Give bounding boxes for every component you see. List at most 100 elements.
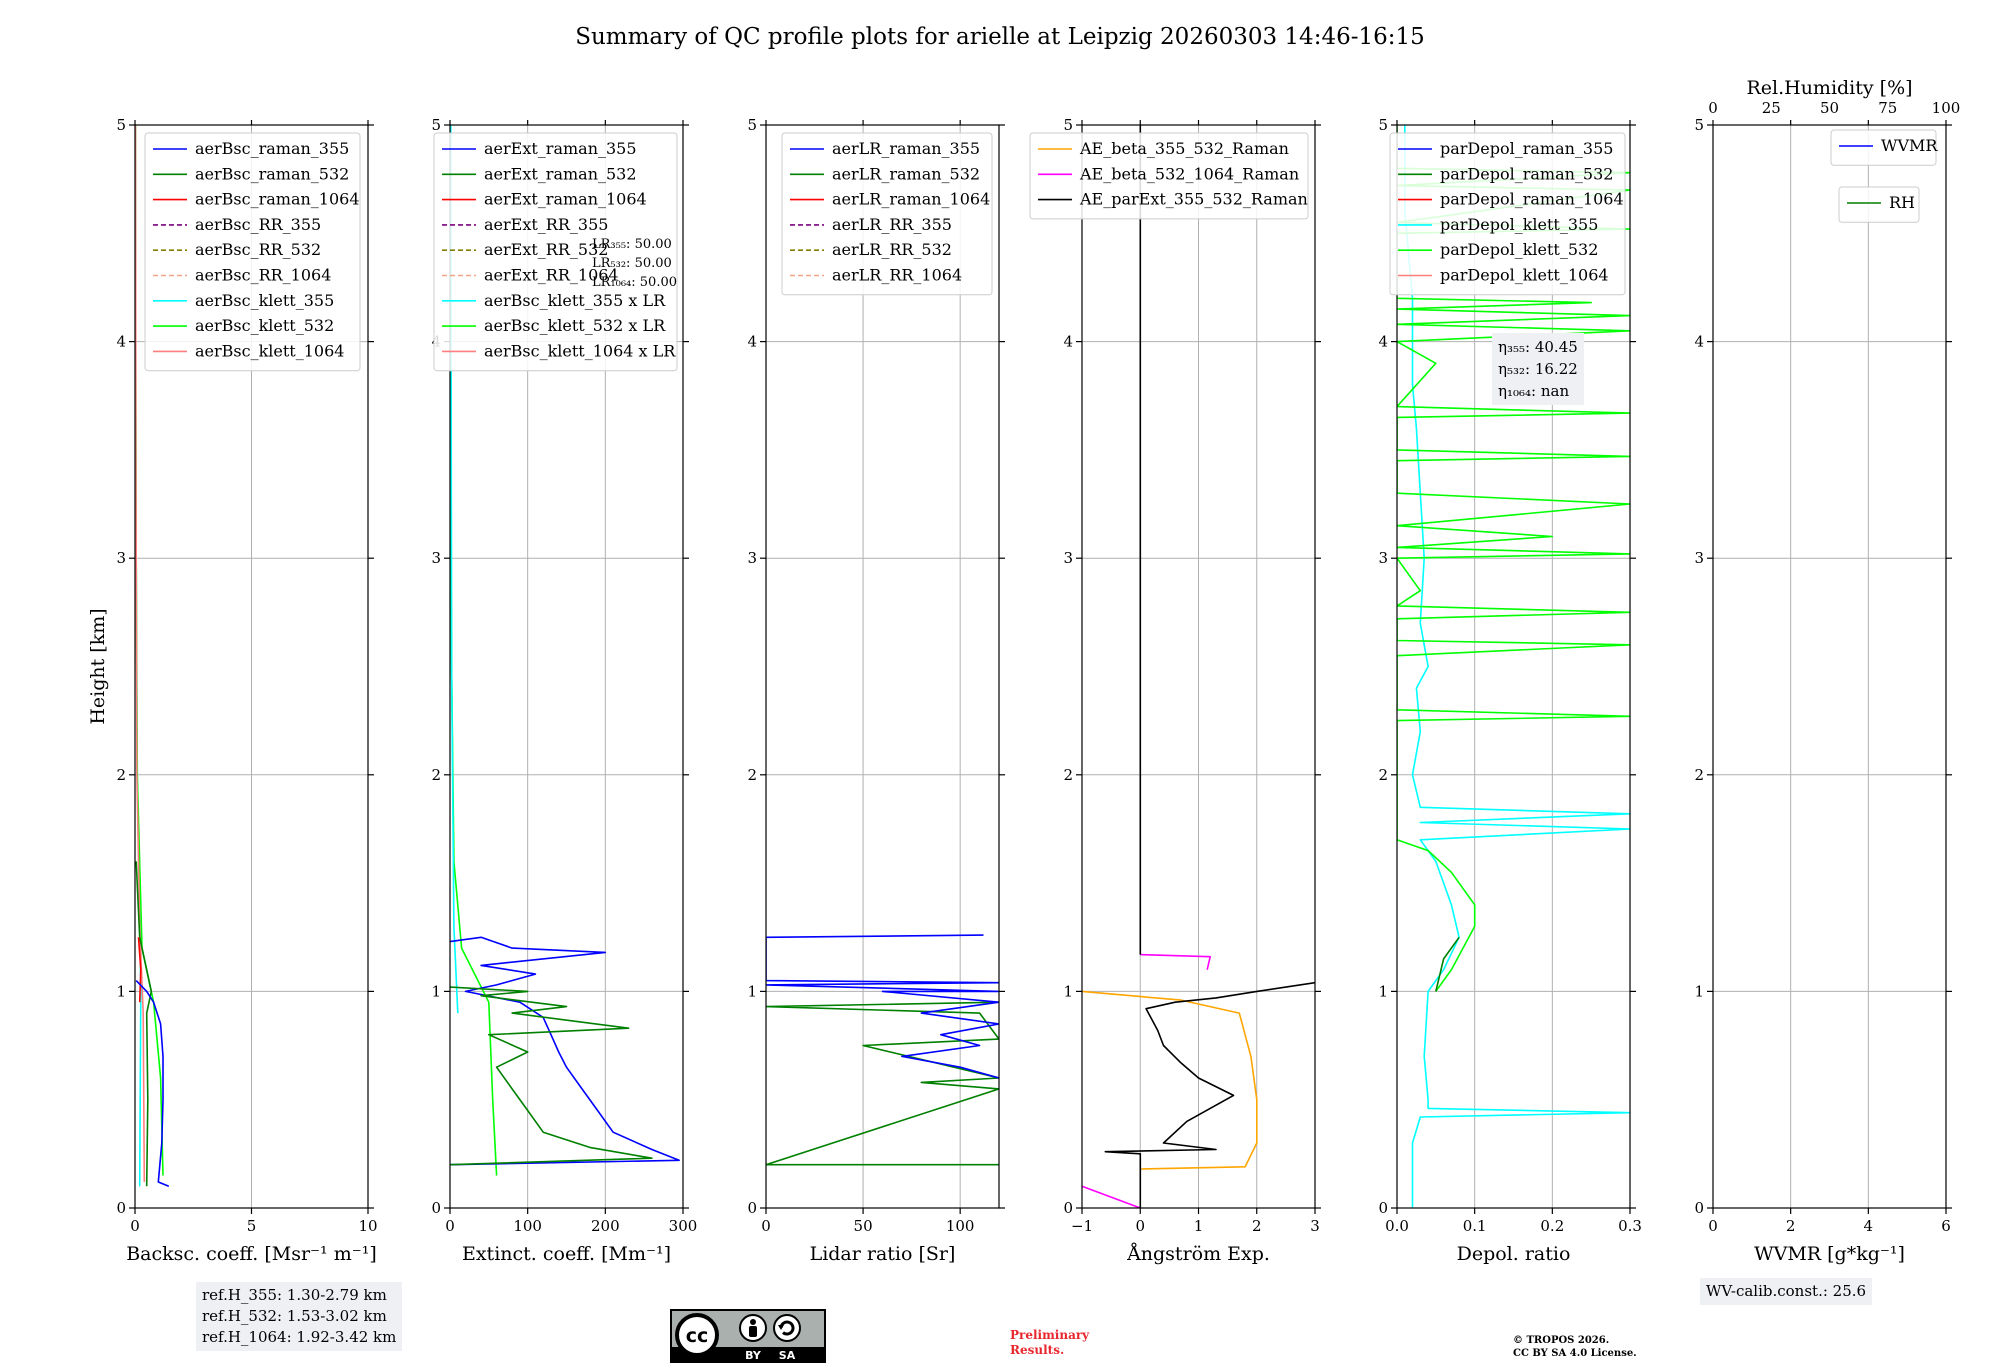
series-AE_beta_532_1064_Raman_upper xyxy=(1140,953,1211,970)
axes-frame xyxy=(765,124,1000,1209)
eta-1064: η₁₀₆₄: nan xyxy=(1498,382,1570,400)
xtick-label-1: 0.1 xyxy=(1463,1217,1487,1235)
x-axis-label: Extinct. coeff. [Mm⁻¹] xyxy=(462,1243,671,1265)
legend-label-8: aerBsc_klett_1064 xyxy=(195,341,344,360)
cc-sa-label: SA xyxy=(779,1349,796,1362)
panel-lr: 0 50 100 0 1 2 3 4 5 Lidar ratio [Sr] aerLR_raman_… xyxy=(747,116,1005,1265)
ytick-label-1: 1 xyxy=(431,982,441,1000)
ytick-label-4: 4 xyxy=(1694,333,1704,351)
legend-frame xyxy=(144,132,361,372)
ytick-label-2: 2 xyxy=(1694,766,1704,784)
series-parDepol_raman_532 xyxy=(1435,936,1460,992)
ref-height-box: ref.H_355: 1.30-2.79 km ref.H_532: 1.53-… xyxy=(196,1282,403,1351)
legend-label-0: AE_beta_355_532_Raman xyxy=(1079,139,1289,158)
axes-frame xyxy=(1396,124,1631,1209)
legend-frame xyxy=(1389,132,1626,296)
ytick-label-0: 0 xyxy=(747,1199,757,1217)
legend-label-2: aerLR_raman_1064 xyxy=(832,190,990,209)
xtick-label-1: 5 xyxy=(247,1217,257,1235)
ytick-label-1: 1 xyxy=(747,982,757,1000)
xtick-label-0: 0 xyxy=(445,1217,455,1235)
series-group-ext xyxy=(450,125,680,1176)
xtick-label-2: 0.2 xyxy=(1540,1217,1564,1235)
ytick-label-2: 2 xyxy=(431,766,441,784)
legend-label-3: aerExt_RR_355 xyxy=(484,215,608,234)
ytick-label-2: 2 xyxy=(1063,766,1073,784)
legend-label-6: aerBsc_klett_355 xyxy=(195,291,334,310)
legend-label-2: AE_parExt_355_532_Raman xyxy=(1079,190,1308,209)
legend-frame xyxy=(781,132,993,296)
legend-label-0: parDepol_raman_355 xyxy=(1440,139,1613,158)
series-parDepol_klett_532 xyxy=(1397,125,1630,992)
ytick-label-3: 3 xyxy=(1063,549,1073,567)
copyright-note: © TROPOS 2026. CC BY SA 4.0 License. xyxy=(1513,1335,1637,1359)
legend-label-6: aerBsc_klett_355 x LR xyxy=(484,291,666,310)
ytick-label-5: 5 xyxy=(431,116,441,134)
sa-share-icon xyxy=(773,1314,801,1342)
series-aerExt_raman_532 xyxy=(450,986,653,1166)
ref-height-1064: ref.H_1064: 1.92-3.42 km xyxy=(202,1328,397,1346)
legend-label-0: aerExt_raman_355 xyxy=(484,139,637,158)
legend-label-3: aerBsc_RR_355 xyxy=(195,215,321,234)
panel-wv: 0 2 4 6 0 1 2 3 4 5 WVMR [g*kg⁻¹] 0 25 50 75 100 Rel.Hum… xyxy=(1694,77,1960,1265)
ytick-label-4: 4 xyxy=(1063,333,1073,351)
xtick-label-2: 200 xyxy=(591,1217,620,1235)
xtick-label-1: 0 xyxy=(1135,1217,1145,1235)
xtick-label-2: 100 xyxy=(946,1217,975,1235)
xtick-label-3: 6 xyxy=(1941,1217,1951,1235)
x-axis-label: Backsc. coeff. [Msr⁻¹ m⁻¹] xyxy=(126,1243,377,1265)
ytick-label-2: 2 xyxy=(1378,766,1388,784)
axes-frame xyxy=(1712,124,1947,1209)
legend-label-5: parDepol_klett_1064 xyxy=(1440,266,1609,285)
wv-calib-const: WV-calib.const.: 25.6 xyxy=(1706,1282,1867,1300)
x-axis-label: Depol. ratio xyxy=(1457,1243,1571,1265)
series-aerBsc_raman_1064 xyxy=(137,937,142,1003)
xtick-label-0: 0 xyxy=(761,1217,771,1235)
ytick-label-0: 0 xyxy=(1063,1199,1073,1217)
series-parDepol_klett_355 xyxy=(1404,125,1630,1208)
ytick-label-5: 5 xyxy=(1063,116,1073,134)
ytick-label-4: 4 xyxy=(747,333,757,351)
x2tick-label-3: 75 xyxy=(1878,99,1897,117)
ytick-label-5: 5 xyxy=(116,116,126,134)
legend-label-4: aerExt_RR_532 xyxy=(484,240,608,259)
xtick-label-0: 0.0 xyxy=(1385,1217,1409,1235)
legend-label-1: aerBsc_raman_532 xyxy=(195,164,349,183)
legend2-wv: RH xyxy=(1838,186,1920,223)
x2tick-label-1: 25 xyxy=(1762,99,1781,117)
legend-depol: parDepol_raman_355 parDepol_raman_532 parD… xyxy=(1389,132,1626,296)
legend-label-2: parDepol_raman_1064 xyxy=(1440,190,1624,209)
legend-label-7: aerBsc_klett_532 x LR xyxy=(484,316,666,335)
eta-355: η₃₅₅: 40.45 xyxy=(1498,338,1578,356)
legend-label-1: parDepol_raman_532 xyxy=(1440,164,1613,183)
xtick-label-2: 10 xyxy=(358,1217,377,1235)
ytick-label-0: 0 xyxy=(116,1199,126,1217)
x2tick-label-2: 50 xyxy=(1820,99,1839,117)
series-group-depol xyxy=(1397,125,1630,1208)
ytick-label-3: 3 xyxy=(431,549,441,567)
ref-height-532: ref.H_532: 1.53-3.02 km xyxy=(202,1307,387,1325)
legend-ext: aerExt_raman_355 aerExt_raman_532 aerExt_r… xyxy=(433,132,678,372)
ytick-label-4: 4 xyxy=(1378,333,1388,351)
ytick-label-1: 1 xyxy=(1694,982,1704,1000)
ytick-label-5: 5 xyxy=(1378,116,1388,134)
preliminary-results-note: Preliminary Results. xyxy=(1010,1328,1090,1357)
series-aerExt_raman_355 xyxy=(450,936,680,1166)
series-AE_beta_532_1064_Raman xyxy=(1082,1185,1141,1208)
legend-frame xyxy=(433,132,678,372)
ytick-label-5: 5 xyxy=(747,116,757,134)
legend-label-0: RH xyxy=(1889,193,1915,212)
ytick-label-0: 0 xyxy=(431,1199,441,1217)
series-aerBsc_raman_355 xyxy=(135,980,170,1188)
legend-frame xyxy=(1830,129,1937,166)
legend-label-3: parDepol_klett_355 xyxy=(1440,215,1598,234)
legend-label-5: aerLR_RR_1064 xyxy=(832,266,962,285)
cc-by-label: BY xyxy=(745,1349,762,1362)
eta-box: η₃₅₅: 40.45 η₅₃₂: 16.22 η₁₀₆₄: nan xyxy=(1492,333,1584,405)
legend-label-7: aerBsc_klett_532 xyxy=(195,316,334,335)
ytick-label-3: 3 xyxy=(116,549,126,567)
x-axis-label: Ångström Exp. xyxy=(1126,1243,1270,1265)
xtick-label-0: 0 xyxy=(130,1217,140,1235)
ytick-label-4: 4 xyxy=(116,333,126,351)
